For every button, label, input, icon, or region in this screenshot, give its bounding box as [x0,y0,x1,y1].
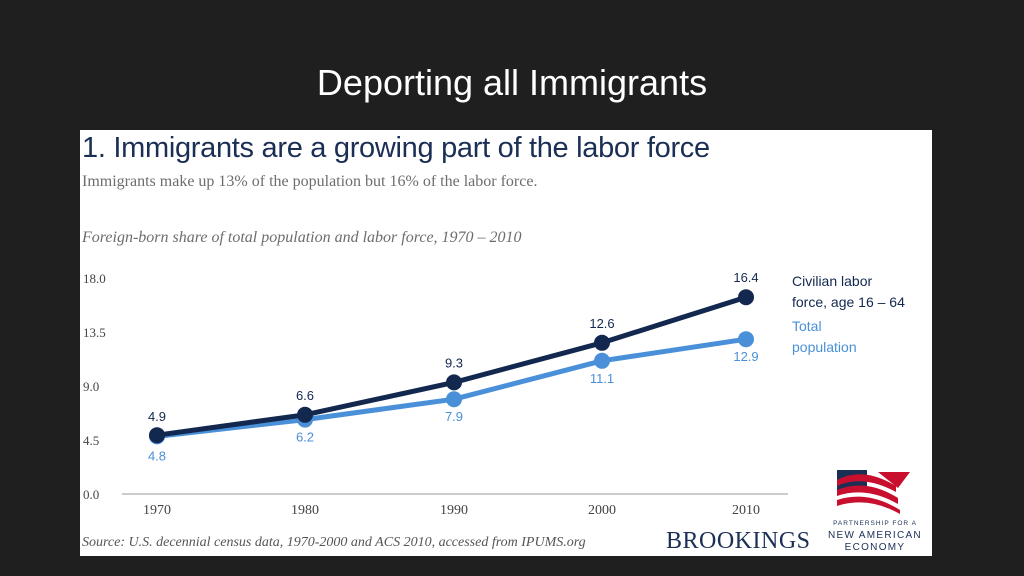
source-note: Source: U.S. decennial census data, 1970… [82,535,586,550]
legend-label: Total [792,318,822,334]
chart-caption: Foreign-born share of total population a… [82,229,522,246]
y-tick-label: 9.0 [83,379,99,394]
legend: Civilian labor force, age 16 – 64 Total pop… [792,273,905,355]
data-point [738,331,754,348]
series-labor-force [149,289,754,444]
data-point [594,334,610,351]
slide-title: Deporting all Immigrants [316,62,708,103]
series-layer: 4.9 6.6 9.3 12.6 16.4 4.8 6.2 7.9 11.1 12.9 [148,270,759,463]
data-label: 16.4 [733,270,758,285]
data-label: 6.2 [296,430,314,445]
labor-force-data-labels: 4.9 6.6 9.3 12.6 16.4 [148,270,759,424]
y-tick-label: 18.0 [83,271,106,286]
brookings-logo: BROOKINGS [666,528,811,554]
data-label: 4.9 [148,409,166,424]
chart-subtitle: Immigrants make up 13% of the population… [82,173,538,190]
y-axis-tick-labels: 18.0 13.5 9.0 4.5 0.0 [83,271,106,502]
x-axis-tick-labels: 1970 1980 1990 2000 2010 [143,503,760,518]
x-tick-label: 1990 [440,503,468,518]
x-tick-label: 1970 [143,503,171,518]
x-tick-label: 1980 [291,503,319,518]
data-point [594,352,610,369]
y-tick-label: 13.5 [83,325,106,340]
data-point [149,427,165,444]
data-label: 6.6 [296,388,314,403]
chart-heading: 1. Immigrants are a growing part of the … [82,132,710,164]
data-point [738,289,754,306]
data-point [446,391,462,408]
partner-line-3: ECONOMY [844,542,906,553]
data-point [446,374,462,391]
partner-line-1: PARTNERSHIP FOR A [833,520,917,527]
legend-label: population [792,339,857,355]
y-tick-label: 0.0 [83,487,99,502]
chart-panel: 1. Immigrants are a growing part of the … [80,130,932,556]
partner-line-2: NEW AMERICAN [828,530,922,541]
population-data-labels: 4.8 6.2 7.9 11.1 12.9 [148,349,759,463]
legend-label: force, age 16 – 64 [792,294,905,310]
y-tick-label: 4.5 [83,433,99,448]
x-tick-label: 2000 [588,503,616,518]
data-label: 12.9 [733,349,758,364]
new-american-economy-logo: PARTNERSHIP FOR A NEW AMERICAN ECONOMY [818,466,932,556]
flag-icon [837,470,910,514]
legend-label: Civilian labor [792,273,872,289]
data-label: 9.3 [445,355,463,370]
x-tick-label: 2010 [732,503,760,518]
data-label: 12.6 [589,316,614,331]
line-chart: 18.0 13.5 9.0 4.5 0.0 1970 1980 1990 2000 2010 4… [83,270,905,518]
data-label: 4.8 [148,448,166,463]
data-label: 7.9 [445,409,463,424]
data-label: 11.1 [590,371,614,386]
data-point [297,406,313,423]
